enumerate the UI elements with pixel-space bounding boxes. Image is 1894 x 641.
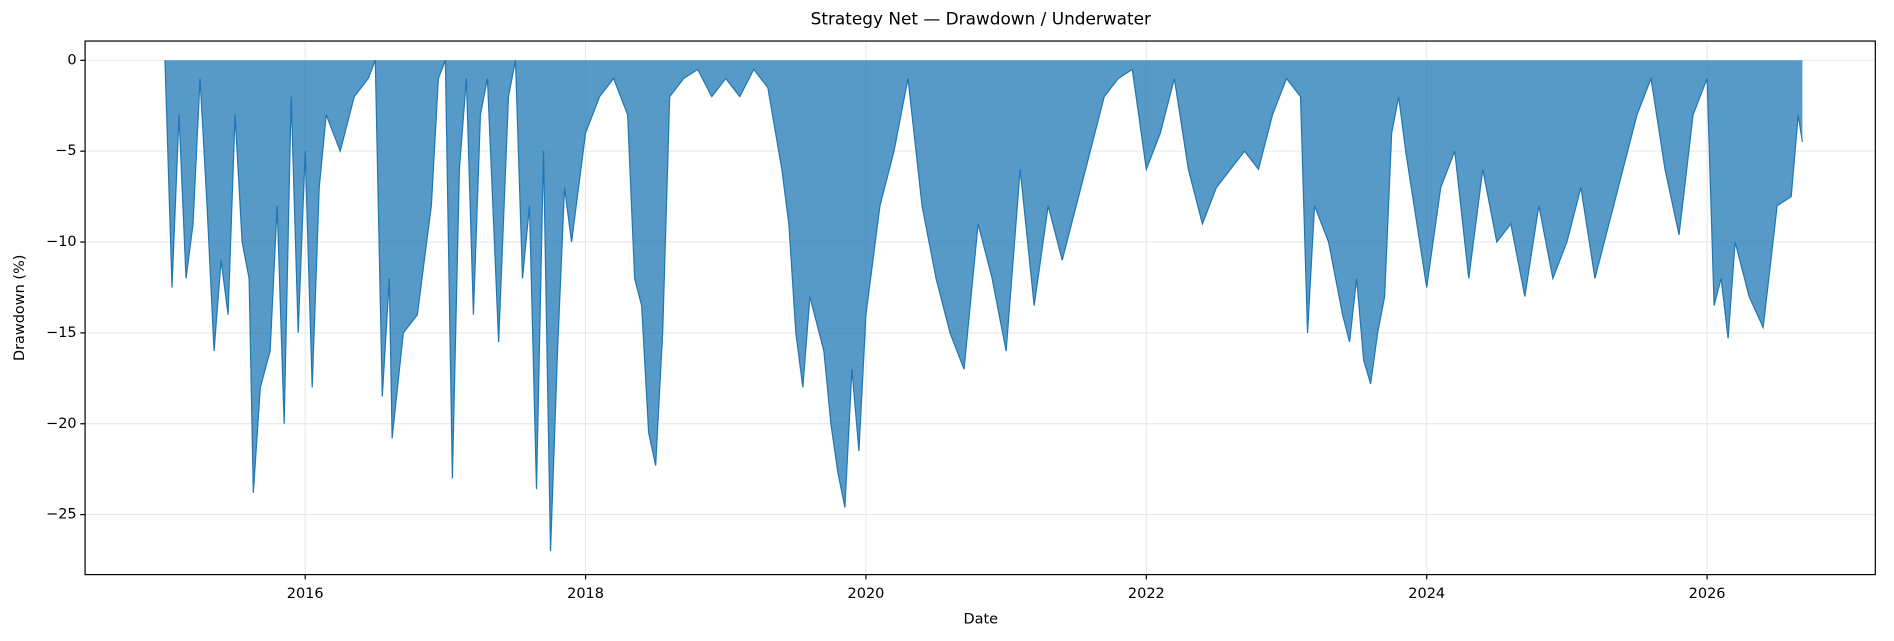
drawdown-line (164, 60, 1803, 552)
x-tick-label: 2024 (1408, 586, 1445, 602)
chart-title: Strategy Net — Drawdown / Underwater (811, 8, 1151, 28)
y-tick-label: 0 (67, 52, 76, 68)
x-tick-label: 2020 (848, 586, 885, 602)
drawdown-area (164, 60, 1803, 551)
y-tick-label: −5 (55, 143, 76, 159)
y-tick-label: −10 (46, 234, 77, 250)
y-tick-label: −20 (46, 416, 77, 432)
x-tick-label: 2016 (287, 586, 324, 602)
plot-frame (84, 40, 1876, 576)
x-axis-label: Date (964, 611, 999, 627)
x-tick-label: 2026 (1689, 586, 1726, 602)
y-tick-label: −25 (46, 507, 77, 523)
x-tick-label: 2022 (1128, 586, 1165, 602)
x-tick-label: 2018 (567, 586, 604, 602)
y-axis-label: Drawdown (%) (12, 255, 28, 361)
y-tick-label: −15 (46, 325, 77, 341)
